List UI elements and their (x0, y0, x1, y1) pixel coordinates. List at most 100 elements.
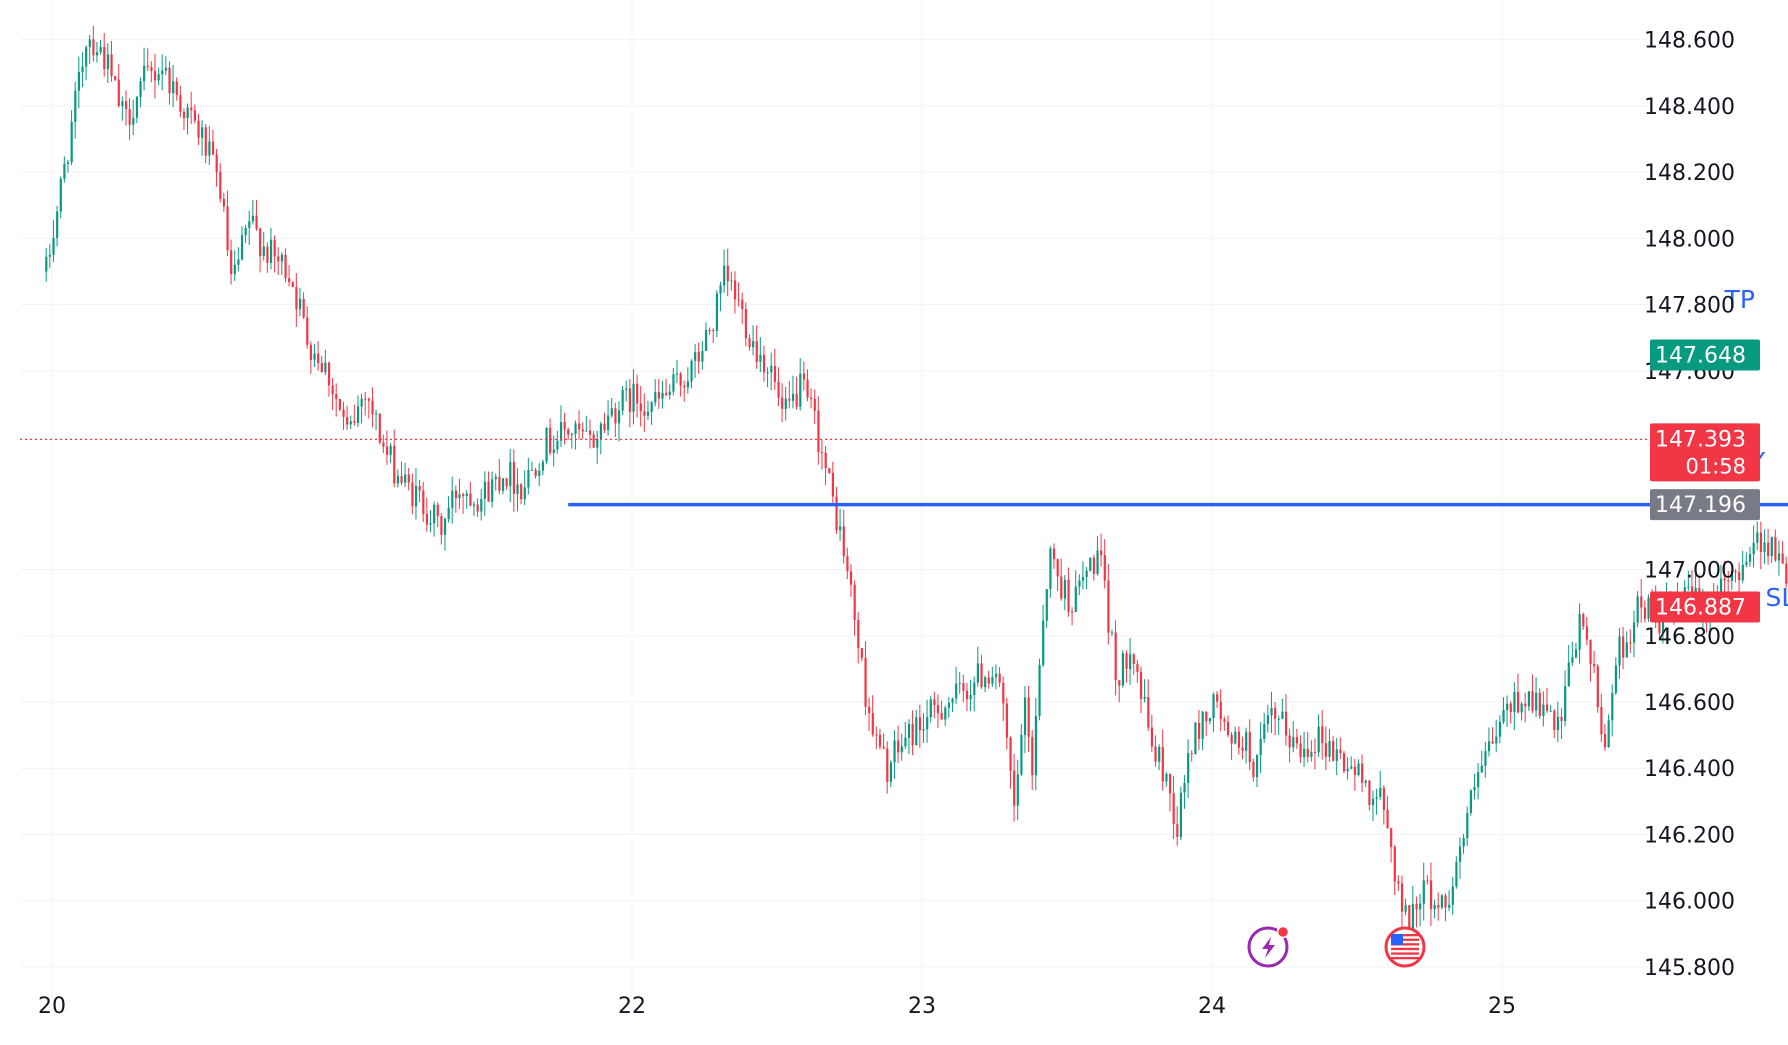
candle-body (1756, 532, 1759, 543)
candle-body (59, 178, 62, 212)
candle-body (1071, 611, 1074, 613)
candle-body (1640, 596, 1643, 608)
candle-body (853, 584, 856, 620)
y-tick-label: 146.000 (1644, 890, 1735, 915)
candle-body (1487, 741, 1491, 752)
candle-body (215, 154, 218, 172)
candle-body (168, 67, 171, 94)
y-tick-label: 148.000 (1644, 227, 1735, 252)
candle-body (157, 74, 160, 81)
price-label-badge (1650, 489, 1760, 521)
candle-body (1473, 786, 1476, 791)
candle-body (153, 71, 157, 81)
candle-body (534, 469, 537, 476)
candle-body (1734, 571, 1737, 573)
candle-body (1524, 703, 1527, 707)
candle-body (1350, 766, 1353, 769)
candle-body (545, 427, 548, 462)
candle-body (1078, 580, 1081, 587)
candle-body (1752, 542, 1755, 555)
candle-body (458, 494, 461, 499)
x-axis[interactable]: 202223242527 (38, 994, 1788, 1019)
candle-body (117, 79, 120, 106)
candle-body (679, 373, 682, 386)
candle-body (1585, 626, 1589, 640)
y-tick-label: 146.800 (1644, 625, 1735, 650)
candle-body (603, 423, 606, 431)
x-tick-label: 25 (1488, 994, 1516, 1019)
candle-body (940, 713, 943, 720)
candle-body (483, 481, 487, 500)
candle-body (1183, 782, 1186, 793)
candle-body (1212, 694, 1215, 719)
candle-body (947, 702, 951, 708)
icons[interactable] (1247, 925, 1426, 968)
candle-body (204, 127, 207, 156)
price-label-text: 146.887 (1655, 595, 1746, 620)
candle-body (1498, 721, 1502, 737)
candle-body (744, 308, 748, 339)
candle-body (530, 469, 534, 471)
candle-body (1553, 710, 1556, 731)
candle-body (962, 683, 965, 691)
candle-body (980, 663, 983, 688)
candle-body (414, 486, 418, 507)
candle-body (784, 398, 787, 409)
candle-body (1052, 548, 1056, 560)
candle-body (770, 365, 773, 373)
candle-body (726, 265, 729, 282)
candle-body (936, 705, 940, 714)
candle-body (1143, 696, 1146, 699)
candle-body (1216, 694, 1219, 702)
candle-body (277, 256, 280, 262)
candle-body (1328, 741, 1331, 757)
candle-body (1469, 790, 1473, 814)
candle-body (607, 415, 610, 431)
candle-body (172, 81, 175, 94)
candle-body (240, 235, 244, 260)
candle-body (1190, 753, 1193, 755)
candle-body (1535, 692, 1538, 711)
candle-body (1042, 620, 1045, 666)
y-tick-label: 148.600 (1644, 29, 1735, 54)
candle-body (617, 410, 621, 424)
candle-body (335, 394, 338, 400)
candle-body (1089, 557, 1092, 571)
candle-body (226, 206, 229, 251)
candle-body (781, 397, 784, 409)
candle-body (1332, 741, 1335, 761)
y-axis[interactable]: 148.600148.400148.200148.000147.800147.6… (1644, 29, 1735, 981)
candle-body (697, 352, 700, 362)
candle-body (1299, 743, 1302, 758)
us-flag-icon[interactable] (1384, 926, 1426, 968)
candle-body (951, 698, 954, 703)
candle-body (1132, 654, 1135, 665)
candle-body (650, 402, 653, 412)
candle-body (574, 423, 577, 434)
candle-body (1495, 736, 1498, 744)
candle-body (520, 484, 523, 500)
candle-body (1738, 572, 1741, 581)
y-tick-label: 148.200 (1644, 161, 1735, 186)
candle-body (639, 403, 642, 412)
candle-body (440, 516, 443, 535)
candle-body (1013, 770, 1016, 806)
candle-body (1223, 719, 1226, 722)
overlay-lines[interactable] (20, 438, 1788, 507)
candle-body (1136, 664, 1139, 672)
candle-body (1542, 704, 1545, 716)
candle-body (791, 393, 795, 401)
candle-body (1451, 886, 1454, 905)
candle-body (385, 446, 389, 455)
candle-body (451, 490, 454, 508)
candle-body (759, 354, 762, 362)
candle-body (400, 476, 403, 483)
candle-body (976, 663, 980, 683)
candle-body (933, 699, 936, 706)
candle-body (1513, 692, 1516, 712)
flag-stripe (1391, 947, 1419, 951)
candle-body (567, 429, 570, 435)
candle-body (1284, 711, 1288, 736)
flag-stripe (1391, 957, 1419, 960)
